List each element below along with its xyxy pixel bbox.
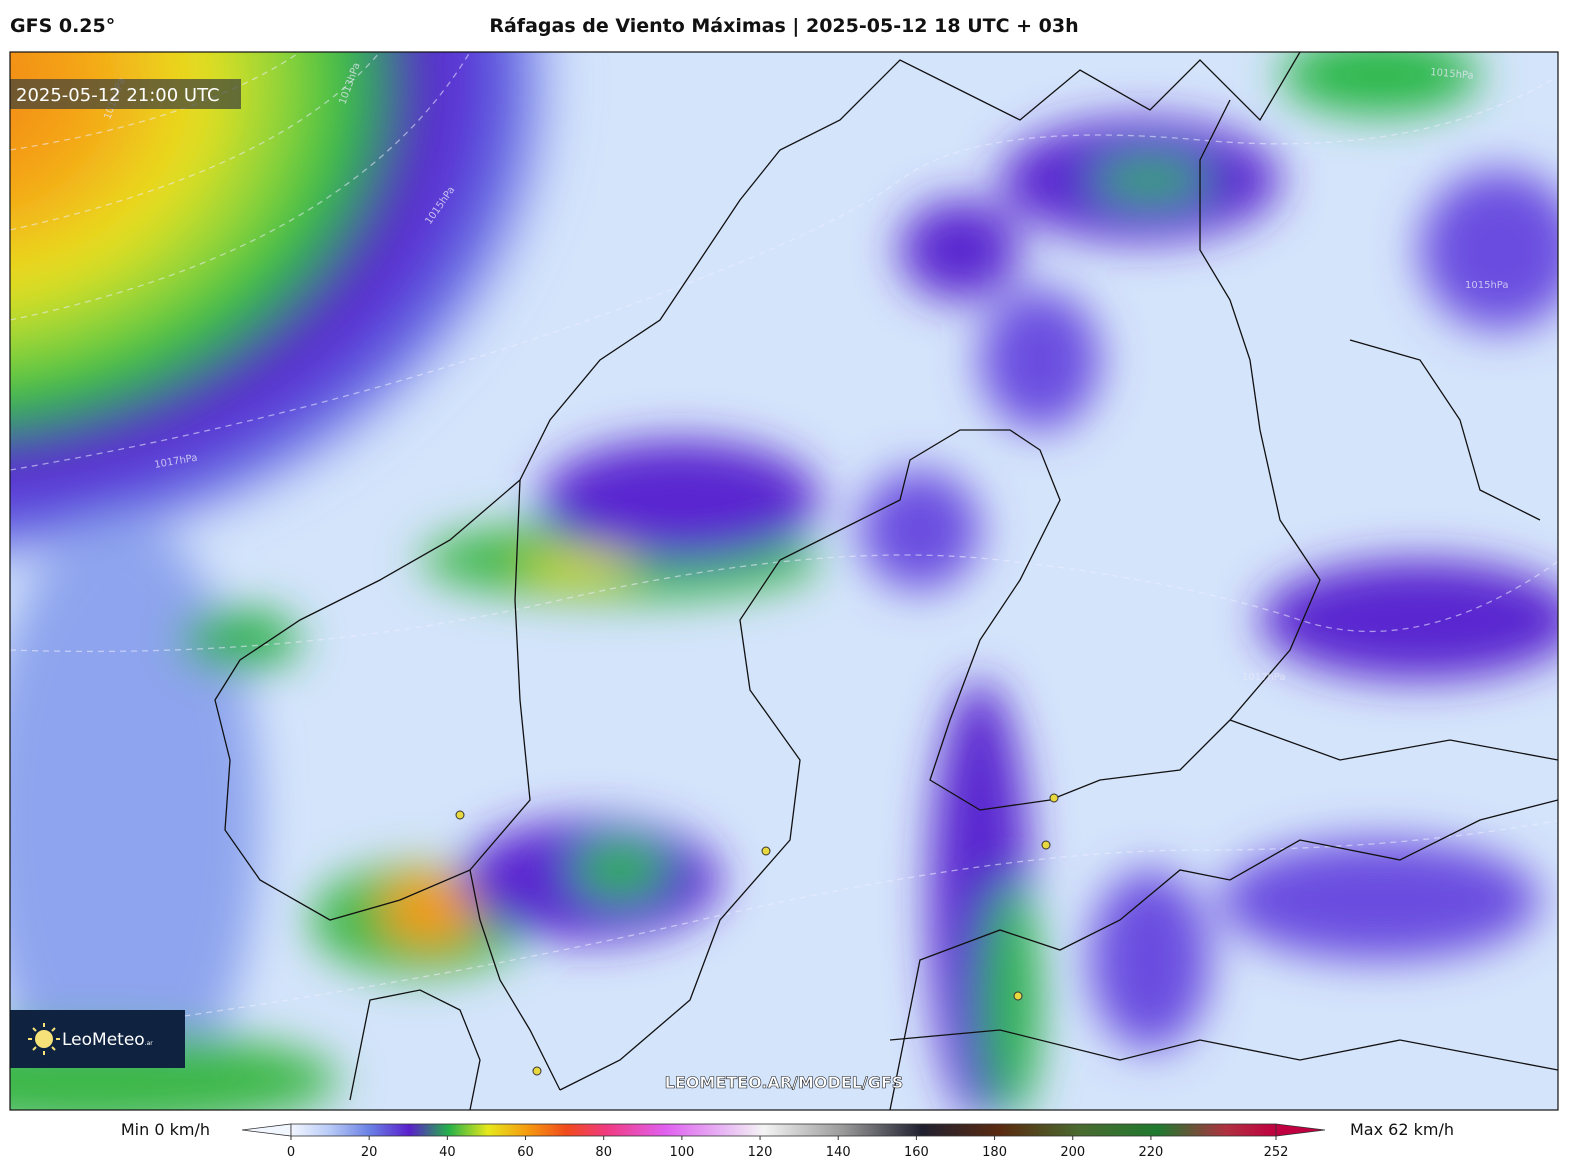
model-label: GFS 0.25°	[10, 15, 115, 37]
logo-suffix: .ar	[145, 1040, 154, 1047]
colorbar-tick-label: 140	[826, 1145, 851, 1160]
logo-sun	[28, 1023, 60, 1055]
logo-text: LeoMeteo.ar	[62, 1030, 153, 1050]
colorbar-tick-label: 200	[1060, 1145, 1085, 1160]
colorbar-tick-label: 120	[748, 1145, 773, 1160]
colorbar-tick-label: 220	[1139, 1145, 1164, 1160]
colorbar-tick-label: 0	[287, 1145, 295, 1160]
map: 1011hPa 1013hPa 1015hPa 1017hPa 1015hPa …	[10, 52, 1558, 1110]
colorbar-tick-label: 20	[361, 1145, 378, 1160]
map-frame	[9, 51, 1559, 1111]
min-label: Min 0 km/h	[121, 1120, 210, 1139]
logo-name: LeoMeteo	[62, 1030, 145, 1050]
isobar-label: 1017hPa	[1242, 672, 1286, 683]
isobar-label: 1015hPa	[1465, 280, 1509, 291]
isobar-label: 1015hPa	[1430, 67, 1474, 82]
colorbar-tick-label: 100	[669, 1145, 694, 1160]
watermark: LEOMETEO.AR/MODEL/GFS	[665, 1073, 904, 1092]
colorbar-tick-label: 160	[904, 1145, 929, 1160]
colorbar-tick-label: 40	[439, 1145, 456, 1160]
colorbar-tick-label: 180	[982, 1145, 1007, 1160]
colorbar-tick-label: 252	[1264, 1145, 1289, 1160]
colorbar: 0 20 40 60 80 100 120 140 160 180 200 220 252	[241, 1123, 1326, 1160]
valid-time: 2025-05-12 21:00 UTC	[16, 85, 220, 106]
colorbar-tick-label: 80	[595, 1145, 612, 1160]
max-label: Max 62 km/h	[1350, 1120, 1454, 1139]
map-title: Ráfagas de Viento Máximas | 2025-05-12 1…	[489, 15, 1078, 37]
colorbar-tick-label: 60	[517, 1145, 534, 1160]
